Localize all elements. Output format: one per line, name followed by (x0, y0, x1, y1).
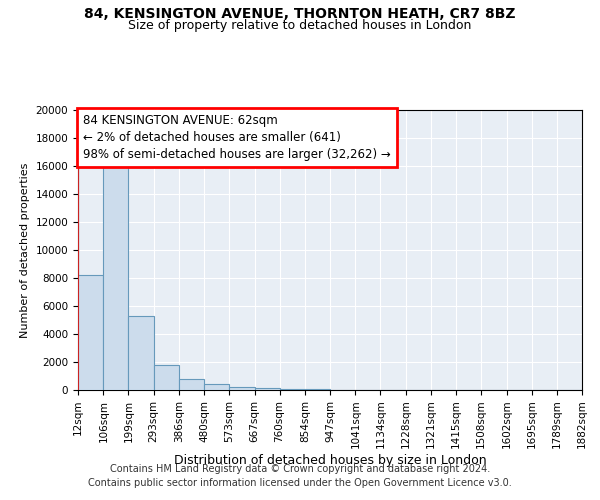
Text: Contains HM Land Registry data © Crown copyright and database right 2024.
Contai: Contains HM Land Registry data © Crown c… (88, 464, 512, 487)
Bar (229, 387, 254, 390)
Bar (103, 159, 128, 390)
Bar (179, 379, 204, 390)
Bar (254, 388, 280, 390)
Bar (78, 275, 103, 390)
Text: 84, KENSINGTON AVENUE, THORNTON HEATH, CR7 8BZ: 84, KENSINGTON AVENUE, THORNTON HEATH, C… (84, 8, 516, 22)
X-axis label: Distribution of detached houses by size in London: Distribution of detached houses by size … (173, 454, 487, 467)
Bar (280, 388, 305, 390)
Bar (204, 384, 229, 390)
Bar (128, 316, 154, 390)
Y-axis label: Number of detached properties: Number of detached properties (20, 162, 30, 338)
Bar (154, 365, 179, 390)
Text: Size of property relative to detached houses in London: Size of property relative to detached ho… (128, 18, 472, 32)
Text: 84 KENSINGTON AVENUE: 62sqm
← 2% of detached houses are smaller (641)
98% of sem: 84 KENSINGTON AVENUE: 62sqm ← 2% of deta… (83, 114, 391, 161)
Bar (305, 389, 330, 390)
